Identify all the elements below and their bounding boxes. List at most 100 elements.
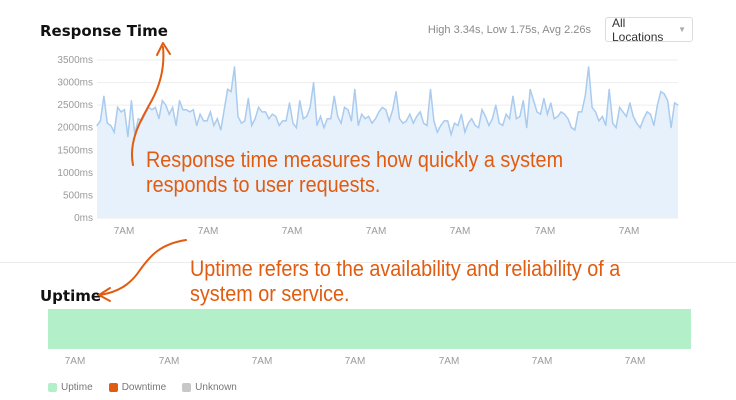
data-point <box>385 109 387 111</box>
data-point <box>175 124 177 127</box>
data-point <box>347 109 349 111</box>
x-tick-label: 7AM <box>450 226 471 237</box>
legend-item-uptime: Uptime <box>48 382 93 393</box>
x-tick-label: 7AM <box>252 356 273 367</box>
response-time-annotation-line-1: Response time measures how quickly a sys… <box>146 147 564 172</box>
data-point <box>495 104 497 106</box>
data-point <box>227 88 229 90</box>
data-point <box>288 102 291 104</box>
data-point <box>539 113 542 115</box>
data-point <box>670 127 672 129</box>
data-point <box>209 111 211 113</box>
data-point <box>467 122 469 124</box>
y-tick-label: 0ms <box>74 213 93 224</box>
data-point <box>491 118 493 120</box>
data-point <box>313 82 315 84</box>
data-point <box>233 66 236 68</box>
data-point <box>416 115 418 117</box>
data-point <box>481 109 483 111</box>
section-divider <box>0 262 736 263</box>
data-point <box>423 122 425 124</box>
location-dropdown[interactable]: All Locations ▼ <box>605 16 693 44</box>
x-tick-label: 7AM <box>159 356 180 367</box>
data-point <box>357 124 359 127</box>
x-tick-label: 7AM <box>282 226 303 237</box>
data-point <box>282 120 284 122</box>
data-point <box>292 122 294 124</box>
data-point <box>158 118 160 120</box>
data-point <box>371 122 373 124</box>
data-point <box>223 109 225 111</box>
uptime-bar <box>48 309 691 349</box>
data-point <box>337 115 339 117</box>
data-point <box>285 120 287 122</box>
response-time-chart: 0ms 500ms 1000ms 1500ms 2000ms 2500ms 3000ms 35… <box>57 55 679 237</box>
data-point <box>409 113 411 115</box>
data-point <box>268 118 270 120</box>
data-point <box>502 124 504 127</box>
data-point <box>584 95 586 97</box>
data-point <box>436 131 438 133</box>
data-point <box>591 106 593 108</box>
data-point <box>395 91 397 93</box>
data-point <box>299 100 301 102</box>
data-point <box>113 131 115 133</box>
data-point <box>388 120 390 122</box>
data-point <box>120 111 122 113</box>
data-point <box>460 113 462 115</box>
data-point <box>106 122 108 124</box>
data-point <box>443 120 445 122</box>
data-point <box>474 124 476 127</box>
data-point <box>536 111 538 113</box>
data-point <box>522 100 524 102</box>
data-point <box>130 100 132 102</box>
uptime-annotation: Uptime refers to the availability and re… <box>190 256 694 306</box>
data-point <box>508 118 511 120</box>
data-point <box>172 106 174 108</box>
data-point <box>154 106 156 108</box>
legend-item-downtime: Downtime <box>108 382 166 393</box>
data-point <box>612 122 614 124</box>
data-point <box>577 111 579 113</box>
x-tick-label: 7AM <box>532 356 553 367</box>
x-tick-label: 7AM <box>619 226 640 237</box>
data-point <box>275 115 277 117</box>
data-point <box>440 124 442 127</box>
data-point <box>643 118 645 120</box>
data-point <box>295 127 297 129</box>
data-point <box>557 115 559 117</box>
data-point <box>478 127 480 129</box>
data-point <box>203 120 205 122</box>
data-point <box>178 100 181 102</box>
data-point <box>649 113 652 115</box>
data-point <box>632 115 634 117</box>
y-tick-label: 3500ms <box>57 55 93 66</box>
data-point <box>316 124 318 127</box>
data-point <box>402 122 404 124</box>
data-point <box>206 120 208 122</box>
data-point <box>330 118 332 120</box>
data-point <box>550 102 552 104</box>
data-point <box>343 106 346 108</box>
data-point <box>117 106 119 108</box>
data-point <box>278 124 280 127</box>
data-point <box>148 106 150 108</box>
data-point <box>264 111 267 113</box>
data-point <box>381 106 383 108</box>
data-point <box>519 115 521 117</box>
data-point <box>271 113 273 115</box>
data-point <box>240 122 242 124</box>
x-tick-label: 7AM <box>366 226 387 237</box>
data-point <box>543 97 545 99</box>
x-tick-label: 7AM <box>114 226 135 237</box>
data-point <box>419 111 421 113</box>
data-point <box>323 127 325 129</box>
data-point <box>137 118 139 120</box>
data-point <box>220 129 222 131</box>
response-time-annotation-line-2: responds to user requests. <box>146 172 381 197</box>
x-tick-label: 7AM <box>439 356 460 367</box>
data-point <box>512 95 514 97</box>
data-point <box>453 122 456 124</box>
data-point <box>656 104 659 106</box>
y-tick-label: 1000ms <box>57 168 93 179</box>
